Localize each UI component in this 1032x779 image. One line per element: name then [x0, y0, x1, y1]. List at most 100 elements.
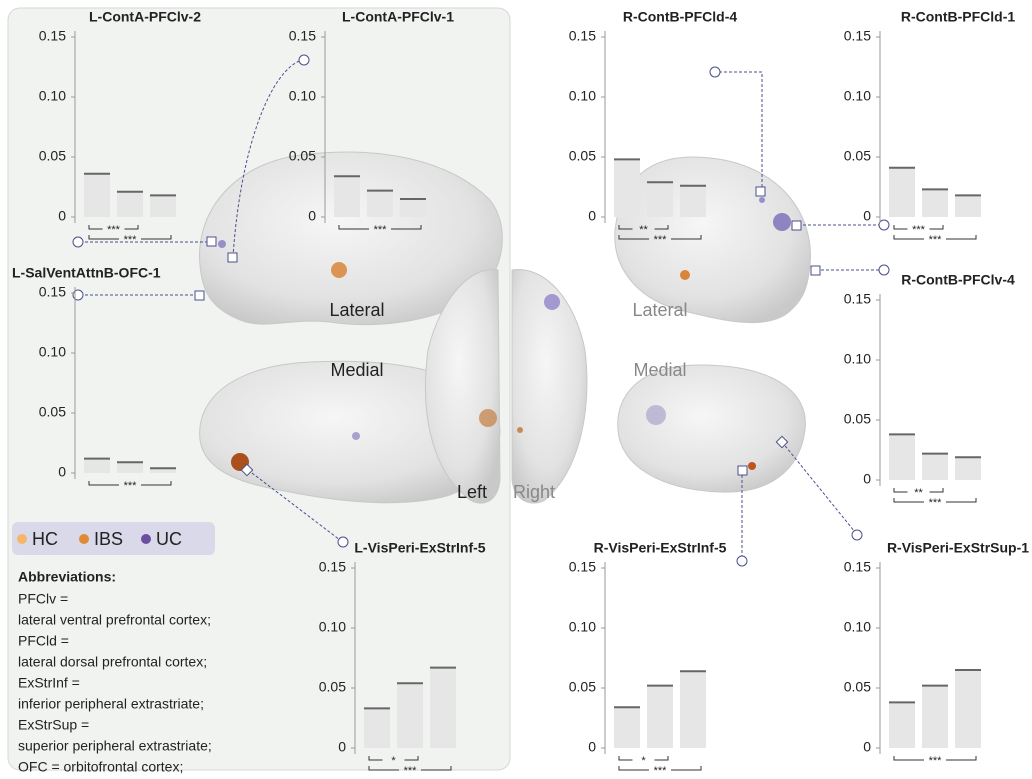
mean-bar [680, 671, 706, 748]
abbr-title: Abbreviations: [18, 569, 116, 585]
sig-bracket [88, 235, 172, 240]
panel-title: L-SalVentAttnB-OFC-1 [12, 265, 161, 281]
mean-bar [334, 176, 360, 217]
sig-label: ** [914, 487, 923, 499]
abbreviations: PFClv = lateral ventral prefrontal cortex… [18, 591, 212, 775]
mean-bar [364, 708, 390, 748]
panel-title: L-ContA-PFClv-1 [342, 9, 454, 25]
sig-label: ** [639, 224, 648, 236]
view-label: Medial [633, 360, 686, 380]
mean-bar [955, 670, 981, 748]
abbr-line: inferior peripheral extrastriate; [18, 696, 204, 712]
panel: L-VisPeri-ExStrInf-500.050.100.15**** [319, 540, 486, 777]
mean-bar [117, 462, 143, 473]
sig-bracket [893, 235, 977, 240]
sig-label: *** [107, 224, 121, 236]
sig-label: * [641, 755, 646, 767]
y-tick-label: 0.05 [569, 679, 596, 695]
sig-bracket [368, 766, 452, 771]
panel: R-ContB-PFCld-1 0 0.05 0.10 0.15 ****** [844, 9, 1016, 246]
view-label: Right [513, 482, 555, 502]
panel: L-ContA-PFClv-1 0 0.05 0.10 0.15 *** [289, 9, 454, 236]
y-tick-label: 0.10 [844, 88, 871, 104]
sig-label: *** [929, 755, 943, 767]
mean-bar [955, 195, 981, 217]
sig-bracket [893, 488, 944, 493]
mean-bar [889, 702, 915, 748]
y-tick-label: 0 [588, 739, 596, 755]
y-tick-label: 0.05 [844, 148, 871, 164]
mean-bar [922, 685, 948, 748]
y-tick-label: 0.10 [569, 88, 596, 104]
abbr-line: lateral dorsal prefrontal cortex; [18, 654, 207, 670]
view-label: Lateral [329, 300, 384, 320]
y-tick-label: 0 [588, 208, 596, 224]
sig-label: *** [374, 224, 388, 236]
y-tick-label: 0.15 [39, 284, 66, 300]
mean-bar [150, 195, 176, 217]
y-tick-label: 0.10 [569, 619, 596, 635]
y-tick-label: 0.10 [39, 88, 66, 104]
mean-bar [647, 685, 673, 748]
y-tick-label: 0 [863, 208, 871, 224]
panel-title: R-ContB-PFCld-1 [901, 9, 1016, 25]
y-tick-label: 0 [863, 739, 871, 755]
y-tick-label: 0.05 [844, 411, 871, 427]
mean-bar [680, 185, 706, 217]
sig-label: *** [404, 765, 418, 777]
sig-label: *** [929, 234, 943, 246]
view-label: Lateral [632, 300, 687, 320]
y-tick-label: 0 [58, 208, 66, 224]
sig-bracket [368, 756, 419, 761]
panel-title: L-VisPeri-ExStrInf-5 [354, 540, 485, 556]
y-tick-label: 0.10 [844, 619, 871, 635]
mean-bar [430, 667, 456, 748]
mean-bar [922, 453, 948, 480]
sig-label: *** [654, 234, 668, 246]
connectors [72, 54, 890, 567]
panel-title: R-VisPeri-ExStrSup-1 [887, 540, 1029, 556]
sig-bracket [618, 756, 669, 761]
mean-bar [84, 173, 110, 217]
sig-label: *** [124, 480, 138, 492]
y-tick-label: 0.15 [844, 559, 871, 575]
y-tick-label: 0.05 [39, 404, 66, 420]
mean-bar [84, 458, 110, 473]
mean-bar [647, 182, 673, 217]
abbr-line: PFCld = [18, 633, 69, 649]
view-label: Medial [330, 360, 383, 380]
sig-label: *** [124, 234, 138, 246]
legend-label: HC [32, 529, 58, 549]
mean-bar [400, 199, 426, 217]
sig-label: *** [912, 224, 926, 236]
y-tick-label: 0.15 [569, 28, 596, 44]
mean-bar [117, 191, 143, 217]
panel: L-SalVentAttnB-OFC-1 0 0.05 0.10 0.15 *** [12, 265, 176, 492]
y-tick-label: 0.15 [844, 291, 871, 307]
sig-bracket [88, 225, 139, 230]
mean-bar [397, 683, 423, 748]
mean-bar [614, 707, 640, 748]
mean-bar [889, 434, 915, 480]
panel: R-VisPeri-ExStrInf-500.050.100.15**** [569, 540, 727, 777]
y-tick-label: 0.15 [319, 559, 346, 575]
y-tick-label: 0.15 [289, 28, 316, 44]
legend-box [12, 522, 215, 555]
panel-title: L-ContA-PFClv-2 [89, 9, 201, 25]
view-label: Left [457, 482, 487, 502]
y-tick-label: 0.05 [844, 679, 871, 695]
y-tick-label: 0 [338, 739, 346, 755]
sig-bracket [893, 756, 977, 761]
panel: R-ContB-PFClv-400.050.100.15***** [844, 272, 1015, 509]
sig-bracket [618, 235, 702, 240]
y-tick-label: 0.10 [319, 619, 346, 635]
legend: HC IBS UC [17, 529, 182, 549]
y-tick-label: 0.15 [39, 28, 66, 44]
sig-bracket [338, 225, 422, 230]
abbr-line: ExStrSup = [18, 717, 89, 733]
abbr-line: ExStrInf = [18, 675, 80, 691]
panel-title: R-VisPeri-ExStrInf-5 [594, 540, 727, 556]
panel: R-VisPeri-ExStrSup-1 0 0.05 0.10 0.15 *** [844, 540, 1030, 767]
abbr-line: OFC = orbitofrontal cortex; [18, 759, 183, 775]
